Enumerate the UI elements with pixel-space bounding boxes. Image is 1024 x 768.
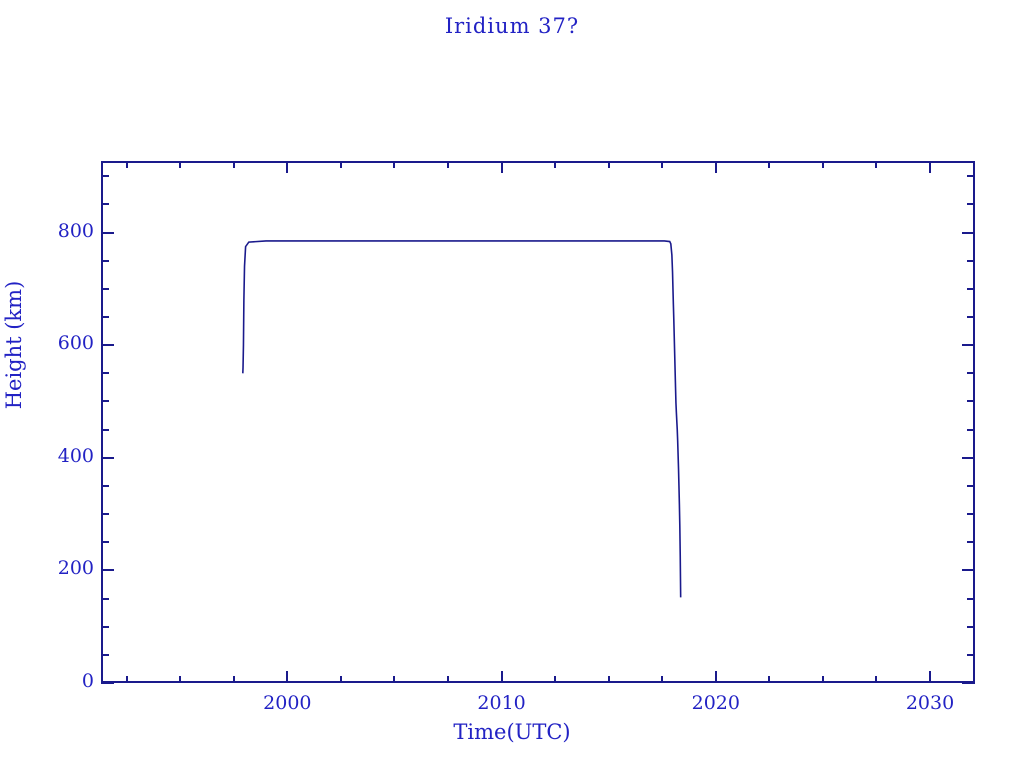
y-tick-minor	[101, 372, 109, 375]
y-tick-label: 800	[57, 219, 94, 242]
y-tick-minor	[101, 400, 109, 403]
x-tick-major-top	[286, 161, 289, 173]
x-tick-label: 2020	[691, 692, 740, 714]
y-tick-minor	[101, 428, 109, 431]
y-tick-minor-right	[967, 400, 975, 403]
y-tick-major	[101, 344, 114, 347]
y-tick-label: 0	[81, 670, 94, 692]
y-tick-minor	[101, 259, 109, 262]
y-tick-minor	[101, 175, 109, 178]
y-tick-minor	[101, 203, 109, 206]
x-tick-minor	[393, 676, 396, 683]
y-tick-minor-right	[967, 625, 975, 628]
y-tick-minor	[101, 541, 109, 544]
x-tick-minor	[179, 676, 182, 683]
y-tick-major-right	[962, 344, 975, 347]
x-tick-minor-top	[339, 161, 342, 168]
y-tick-minor-right	[967, 597, 975, 600]
x-tick-minor-top	[393, 161, 396, 168]
x-tick-major-top	[714, 161, 717, 173]
y-tick-minor	[101, 484, 109, 487]
x-tick-major-top	[500, 161, 503, 173]
x-tick-minor	[607, 676, 610, 683]
x-tick-minor	[875, 676, 878, 683]
plot-frame	[101, 161, 975, 683]
y-axis-title: Height (km)	[2, 280, 26, 410]
y-tick-major	[101, 456, 114, 459]
page-title: Iridium 37?	[444, 14, 580, 38]
y-tick-label: 200	[57, 557, 94, 580]
y-tick-minor-right	[967, 203, 975, 206]
y-tick-minor-right	[967, 372, 975, 375]
x-tick-minor	[821, 676, 824, 683]
x-tick-minor	[768, 676, 771, 683]
y-tick-minor-right	[967, 259, 975, 262]
x-tick-minor-top	[768, 161, 771, 168]
y-tick-major-right	[962, 456, 975, 459]
y-tick-minor-right	[967, 287, 975, 290]
x-tick-minor-top	[179, 161, 182, 168]
x-tick-minor	[447, 676, 450, 683]
y-tick-major	[101, 231, 114, 234]
y-tick-major-right	[962, 569, 975, 572]
x-tick-label: 2010	[477, 692, 526, 714]
x-tick-minor	[661, 676, 664, 683]
x-tick-minor	[232, 676, 235, 683]
y-tick-minor	[101, 653, 109, 656]
y-tick-label: 400	[57, 444, 94, 467]
x-tick-major	[929, 671, 931, 683]
x-tick-major	[500, 671, 503, 683]
y-tick-minor	[101, 597, 109, 600]
y-tick-minor-right	[967, 653, 975, 656]
x-axis-title: Time(UTC)	[453, 720, 571, 744]
y-tick-minor	[101, 513, 109, 516]
x-tick-minor-top	[875, 161, 878, 168]
x-tick-minor	[125, 676, 128, 683]
x-tick-minor-top	[661, 161, 664, 168]
x-tick-major-top	[929, 161, 931, 173]
y-tick-major	[101, 682, 114, 684]
y-tick-minor-right	[967, 484, 975, 487]
y-tick-major-right	[962, 231, 975, 234]
y-tick-minor-right	[967, 513, 975, 516]
x-tick-label: 2000	[263, 692, 312, 714]
x-tick-minor	[554, 676, 557, 683]
x-tick-major	[714, 671, 717, 683]
y-tick-minor-right	[967, 541, 975, 544]
y-tick-minor	[101, 315, 109, 318]
y-tick-minor	[101, 625, 109, 628]
y-tick-major-right	[962, 682, 975, 684]
y-tick-minor-right	[967, 428, 975, 431]
x-tick-minor-top	[554, 161, 557, 168]
x-tick-minor-top	[821, 161, 824, 168]
y-tick-major	[101, 569, 114, 572]
x-tick-label: 2030	[905, 692, 955, 714]
x-tick-minor-top	[607, 161, 610, 168]
y-tick-minor-right	[967, 315, 975, 318]
x-tick-minor-top	[125, 161, 128, 168]
x-tick-minor	[339, 676, 342, 683]
y-tick-minor	[101, 287, 109, 290]
y-tick-minor-right	[967, 175, 975, 178]
x-tick-minor-top	[447, 161, 450, 168]
y-tick-label: 600	[57, 332, 94, 355]
x-tick-minor-top	[232, 161, 235, 168]
x-tick-major	[286, 671, 289, 683]
